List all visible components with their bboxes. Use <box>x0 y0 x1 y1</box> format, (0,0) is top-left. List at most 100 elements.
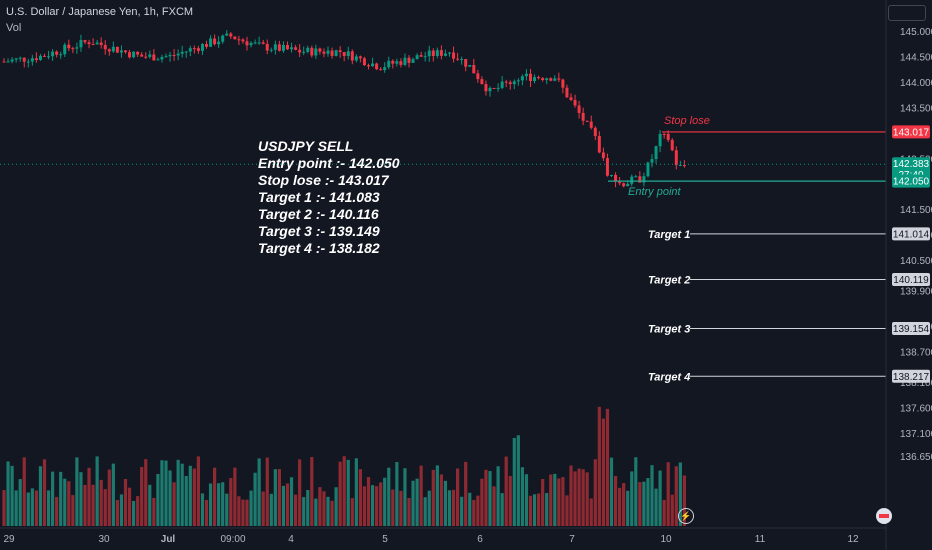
volume-bar <box>565 495 569 526</box>
volume-bar <box>577 468 581 526</box>
volume-bar <box>261 491 265 526</box>
volume-bar <box>492 486 496 526</box>
candle-body <box>545 78 549 81</box>
candle-body <box>496 87 500 89</box>
candle-body <box>330 50 334 56</box>
volume-bar <box>395 462 399 526</box>
volume-bar <box>654 488 658 526</box>
candle-body <box>51 51 55 57</box>
volume-bar <box>366 477 371 526</box>
volume-bar <box>642 481 646 526</box>
volume-bar <box>609 457 614 526</box>
candle-body <box>30 58 34 62</box>
target-label: Target 4 <box>648 371 690 383</box>
candle-body <box>379 69 383 71</box>
candle-body <box>346 51 350 57</box>
volume-bar <box>281 485 286 526</box>
volume-bar <box>30 488 34 526</box>
candle-body <box>597 136 601 153</box>
candle-body <box>2 61 6 63</box>
price-tick-label: 144.500 <box>900 52 932 63</box>
candle-body <box>375 63 379 70</box>
target-label: Target 1 <box>648 229 690 241</box>
candle-body <box>520 76 524 81</box>
candle-body <box>622 183 626 187</box>
volume-bars <box>2 406 686 526</box>
candle-body <box>200 43 204 51</box>
flag-icon[interactable] <box>876 508 892 524</box>
volume-bar <box>407 497 411 526</box>
toolbar-button[interactable] <box>888 5 926 21</box>
replay-icon[interactable] <box>678 508 694 524</box>
volume-bar <box>447 490 452 526</box>
volume-bar <box>569 465 573 526</box>
candle-body <box>480 79 484 85</box>
candle-body <box>573 99 577 106</box>
volume-bar <box>427 490 431 526</box>
candle-body <box>286 45 289 50</box>
volume-bar <box>638 482 642 526</box>
candle-body <box>435 50 439 57</box>
volume-bar <box>549 474 553 526</box>
volume-bar <box>71 495 75 526</box>
volume-bar <box>375 486 379 526</box>
volume-bar <box>196 456 200 526</box>
candle-body <box>682 165 686 167</box>
candle-body <box>391 60 395 64</box>
candle-body <box>407 57 411 63</box>
volume-bar <box>545 493 549 526</box>
candle-body <box>111 46 115 52</box>
volume-bar <box>346 459 350 526</box>
price-tick-label: 139.900 <box>900 287 932 298</box>
price-tag <box>892 272 930 286</box>
volume-bar <box>322 491 326 526</box>
volume-bar <box>622 483 626 526</box>
candle-body <box>650 159 654 163</box>
candle-body <box>504 81 508 83</box>
candle-body <box>115 46 119 53</box>
volume-bar <box>508 475 512 526</box>
volume-bar <box>358 469 362 526</box>
symbol-title[interactable]: U.S. Dollar / Japanese Yen, 1h, FXCM <box>6 6 194 18</box>
candle-body <box>257 42 261 44</box>
time-tick-label: 5 <box>382 534 388 545</box>
volume-bar <box>103 489 107 526</box>
price-tag <box>892 125 930 139</box>
candle-body <box>196 48 200 51</box>
candle-body <box>245 41 249 46</box>
candle-body <box>269 49 273 51</box>
volume-bar <box>59 471 63 526</box>
candle-body <box>221 35 225 42</box>
candle-body <box>585 120 589 122</box>
candle-body <box>79 40 83 48</box>
time-tick-label: 12 <box>847 534 859 545</box>
candle-body <box>618 181 622 184</box>
time-tick-label: 29 <box>3 534 15 545</box>
candle-body <box>249 42 253 46</box>
volume-bar <box>379 482 383 526</box>
candle-body <box>561 79 565 88</box>
price-tag-value: 142.383 <box>893 159 930 170</box>
volume-bar <box>585 472 589 526</box>
volume-bar <box>354 458 358 526</box>
volume-bar <box>55 496 59 526</box>
candle-body <box>646 162 650 177</box>
annotation-line: Target 1 :- 141.083 <box>258 189 380 205</box>
level-lines: Stop lose Entry point Target 1 Target 2 Targ… <box>0 115 886 383</box>
volume-bar <box>472 499 476 526</box>
annotation-line: USDJPY SELL <box>258 138 353 154</box>
time-axis: 29 30 Jul 09:00 4 5 6 7 10 11 12 <box>3 534 859 545</box>
candle-body <box>168 54 172 57</box>
candle-body <box>456 58 460 60</box>
volume-bar <box>46 490 51 526</box>
candle-body <box>476 73 480 80</box>
candle-body <box>492 87 496 89</box>
candle-body <box>322 51 326 54</box>
volume-bar <box>217 483 221 526</box>
price-tick-label: 143.500 <box>900 103 932 114</box>
candle-body <box>119 50 123 53</box>
candle-body <box>577 105 581 113</box>
volume-bar <box>362 486 367 526</box>
target-label: Target 3 <box>648 324 690 336</box>
